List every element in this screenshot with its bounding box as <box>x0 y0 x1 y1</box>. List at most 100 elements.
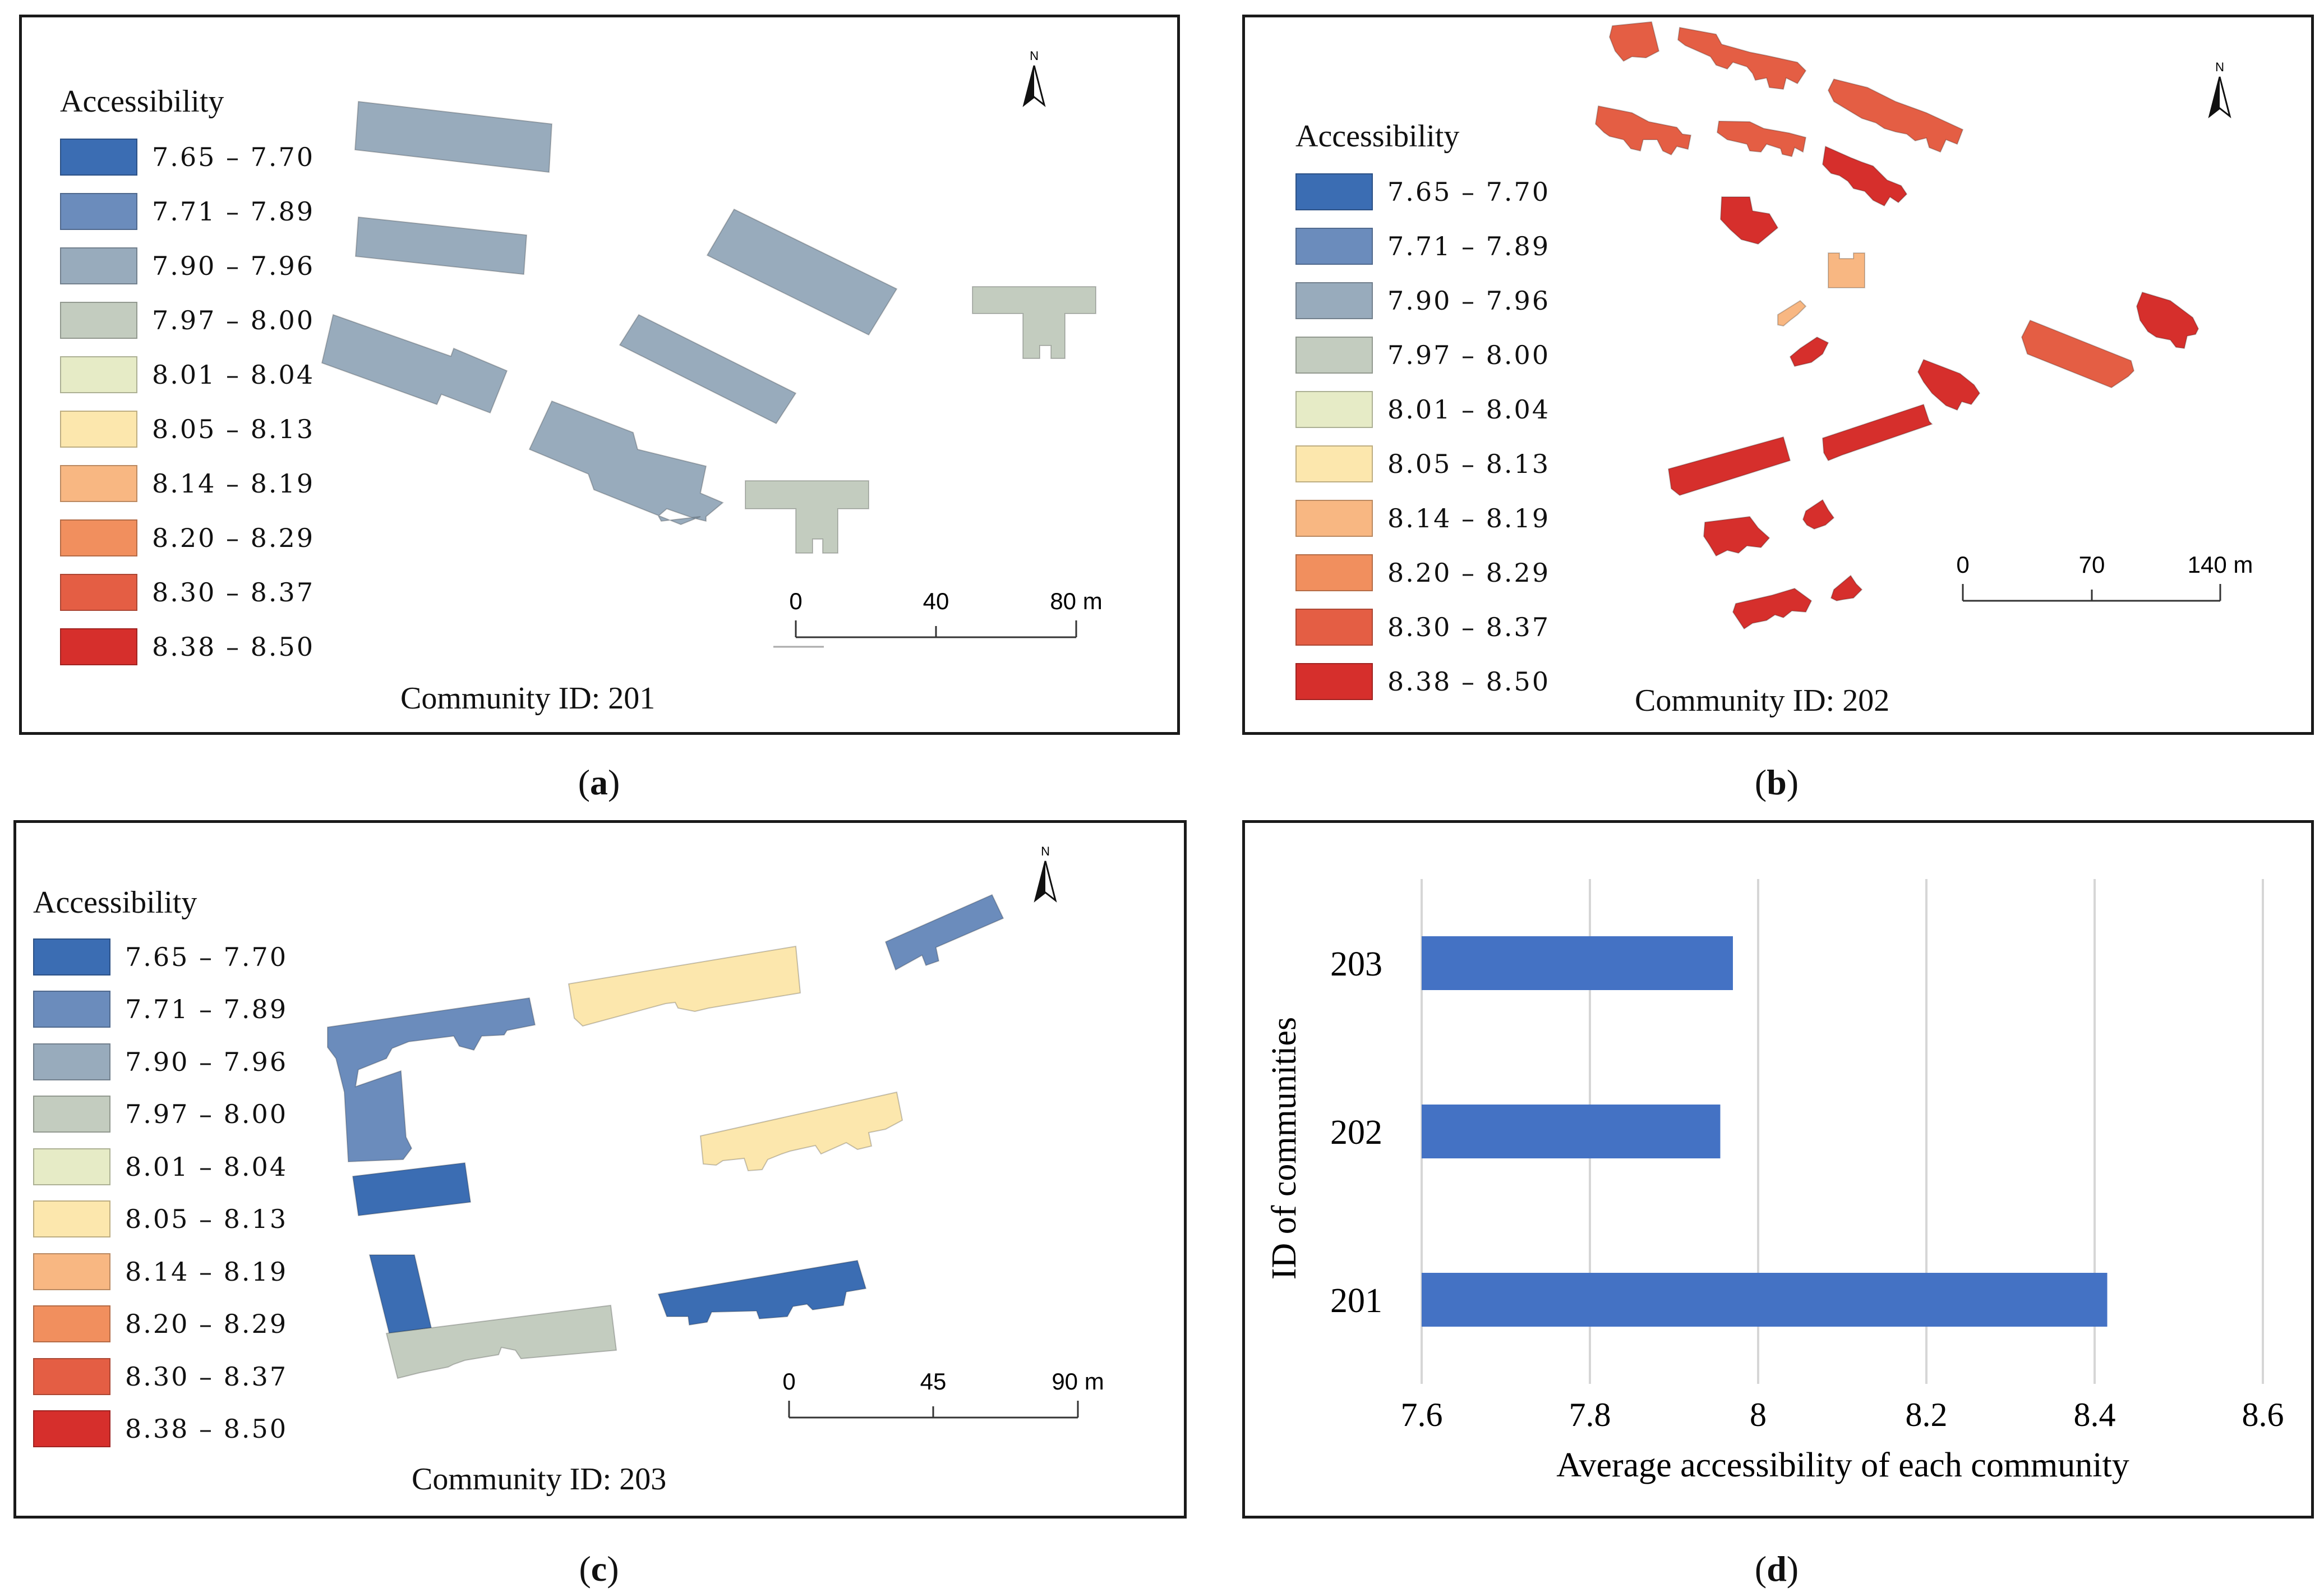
legend-swatch <box>1295 390 1373 428</box>
building <box>1777 300 1807 327</box>
legend-swatch <box>1295 227 1373 265</box>
building <box>2021 319 2135 389</box>
buildings <box>327 894 1004 1379</box>
building <box>1822 145 1908 207</box>
legend-item: 8.14 – 8.19 <box>1295 491 1550 545</box>
scale-tick-label: 45 <box>920 1368 947 1395</box>
legend-item: 7.71 – 7.89 <box>1295 219 1550 273</box>
scale-bar: 0 45 90 m <box>782 1368 1104 1419</box>
legend-label: 8.01 – 8.04 <box>152 359 315 390</box>
building <box>1827 78 1964 153</box>
legend-label: 8.30 – 8.37 <box>125 1361 288 1392</box>
building <box>884 894 1004 971</box>
bar <box>1422 1273 2108 1327</box>
x-tick-label: 8.6 <box>2242 1396 2284 1433</box>
legend-item: 8.20 – 8.29 <box>33 1298 288 1351</box>
legend-item: 8.05 – 8.13 <box>1295 436 1550 491</box>
legend-item: 8.30 – 8.37 <box>33 1350 288 1403</box>
y-tick-label: 203 <box>1330 945 1382 983</box>
legend-swatch <box>60 192 137 230</box>
legend-swatch <box>33 1148 110 1185</box>
legend-item: 7.65 – 7.70 <box>60 130 315 184</box>
scale-tick-label: 0 <box>782 1368 795 1395</box>
map-panel-b: Accessibility 7.65 – 7.70 7.71 – 7.89 7.90… <box>1242 15 2314 735</box>
legend-swatch <box>1295 499 1373 537</box>
legend-item: 8.01 – 8.04 <box>1295 382 1550 436</box>
map-panel-a: Accessibility 7.65 – 7.70 7.71 – 7.89 7.90… <box>19 15 1180 735</box>
legend-label: 8.30 – 8.37 <box>152 577 315 608</box>
legend-swatch <box>33 1305 110 1343</box>
legend-rows: 7.65 – 7.70 7.71 – 7.89 7.90 – 7.96 7.97 – … <box>1295 164 1550 708</box>
legend-item: 8.20 – 8.29 <box>1295 545 1550 600</box>
legend: Accessibility 7.65 – 7.70 7.71 – 7.89 7.90… <box>33 885 288 1455</box>
scale-tick-label: 40 <box>923 588 949 614</box>
legend-item: 8.38 – 8.50 <box>1295 654 1550 708</box>
building <box>321 314 508 414</box>
north-arrow-label: N <box>1030 49 1039 63</box>
building <box>1594 105 1692 156</box>
y-tick-label: 202 <box>1330 1114 1382 1152</box>
legend-swatch <box>33 1358 110 1395</box>
building <box>1822 403 1933 462</box>
community-id: Community ID: 201 <box>400 681 656 716</box>
x-tick-label: 7.6 <box>1401 1396 1443 1433</box>
panel-caption-a: (a) <box>578 762 620 802</box>
legend-label: 7.97 – 8.00 <box>125 1099 288 1130</box>
legend-item: 7.90 – 7.96 <box>60 238 315 293</box>
legend-label: 8.20 – 8.29 <box>125 1309 288 1340</box>
community-id: Community ID: 203 <box>412 1462 667 1497</box>
scale-bar: 0 40 80 m <box>773 588 1103 648</box>
legend-item: 8.05 – 8.13 <box>60 402 315 456</box>
legend-label: 8.14 – 8.19 <box>125 1256 288 1287</box>
legend-swatch <box>1295 445 1373 482</box>
legend-item: 7.71 – 7.89 <box>60 184 315 238</box>
scale-tick-label: 80 m <box>1050 588 1102 614</box>
map-canvas: N 0 45 90 m <box>327 844 1104 1419</box>
y-axis-title: ID of communities <box>1265 1017 1303 1280</box>
y-tick-label: 201 <box>1330 1282 1382 1320</box>
building <box>1828 252 1865 288</box>
legend-swatch <box>33 1043 110 1080</box>
building <box>1667 436 1791 496</box>
legend-title: Accessibility <box>33 885 197 920</box>
scale-tick-label: 0 <box>789 588 802 614</box>
legend-item: 8.01 – 8.04 <box>60 347 315 402</box>
legend-item: 8.30 – 8.37 <box>60 565 315 619</box>
scale-tick-label: 140 m <box>2188 551 2253 578</box>
building <box>972 286 1096 359</box>
scale-tick-label: 90 m <box>1052 1368 1104 1395</box>
legend-label: 8.30 – 8.37 <box>1387 611 1551 642</box>
building <box>1677 26 1807 90</box>
legend-swatch <box>60 247 137 284</box>
scale-tick-label: 0 <box>1956 551 1969 578</box>
legend-swatch <box>33 938 110 976</box>
building <box>1608 21 1660 62</box>
legend-item: 7.65 – 7.70 <box>33 931 288 983</box>
legend-label: 8.20 – 8.29 <box>152 522 315 553</box>
building <box>1917 358 1981 411</box>
map-canvas: N 0 40 80 m <box>321 49 1103 648</box>
legend-item: 8.05 – 8.13 <box>33 1193 288 1246</box>
legend-label: 7.65 – 7.70 <box>125 941 288 972</box>
x-tick-label: 8 <box>1750 1396 1767 1433</box>
legend-label: 7.97 – 8.00 <box>152 305 315 335</box>
map-panel-c: Accessibility 7.65 – 7.70 7.71 – 7.89 7.90… <box>13 820 1187 1519</box>
legend-swatch <box>60 628 137 665</box>
legend-swatch <box>60 410 137 448</box>
building <box>657 1259 867 1326</box>
building <box>706 208 898 336</box>
legend-rows: 7.65 – 7.70 7.71 – 7.89 7.90 – 7.96 7.97 – … <box>33 931 288 1455</box>
building <box>1789 336 1829 367</box>
map-canvas: N 0 70 140 m <box>1594 21 2253 630</box>
legend-item: 7.97 – 8.00 <box>60 293 315 347</box>
legend-item: 7.71 – 7.89 <box>33 983 288 1036</box>
building <box>619 314 797 425</box>
x-axis-title: Average accessibility of each community <box>1556 1446 2129 1484</box>
legend-swatch <box>60 356 137 393</box>
legend-label: 8.38 – 8.50 <box>152 631 315 662</box>
x-tick-label: 8.4 <box>2074 1396 2116 1433</box>
legend-item: 7.97 – 8.00 <box>33 1088 288 1141</box>
legend-label: 7.71 – 7.89 <box>1387 231 1551 261</box>
building <box>368 1254 432 1335</box>
building <box>1719 196 1779 245</box>
